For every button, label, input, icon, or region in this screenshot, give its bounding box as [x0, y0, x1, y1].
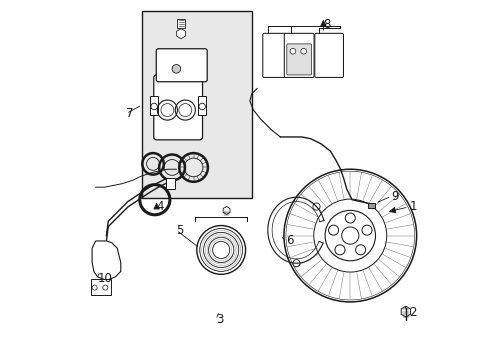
FancyBboxPatch shape	[156, 49, 207, 82]
Circle shape	[361, 225, 371, 235]
Text: 3: 3	[215, 313, 223, 327]
Circle shape	[196, 226, 245, 274]
Circle shape	[355, 245, 365, 255]
Bar	[149, 96, 158, 116]
Circle shape	[345, 213, 355, 223]
Text: 4: 4	[156, 201, 164, 213]
Text: 2: 2	[408, 306, 415, 319]
FancyBboxPatch shape	[314, 33, 343, 77]
Text: 9: 9	[391, 190, 398, 203]
Bar	[91, 279, 110, 295]
Bar	[177, 19, 184, 28]
Text: 6: 6	[285, 234, 293, 247]
Circle shape	[289, 48, 295, 54]
Text: 10: 10	[97, 272, 112, 285]
Circle shape	[300, 48, 306, 54]
Text: 8: 8	[323, 18, 330, 31]
Bar	[142, 12, 251, 198]
FancyBboxPatch shape	[286, 44, 311, 75]
Circle shape	[102, 285, 108, 290]
FancyBboxPatch shape	[262, 33, 286, 77]
FancyBboxPatch shape	[153, 75, 202, 140]
Text: 7: 7	[126, 107, 133, 120]
Polygon shape	[92, 241, 121, 280]
Bar	[165, 178, 174, 189]
Circle shape	[328, 225, 338, 235]
Text: 1: 1	[408, 201, 416, 213]
Circle shape	[334, 245, 344, 255]
Bar	[198, 96, 206, 116]
Circle shape	[92, 285, 97, 290]
Bar	[367, 203, 375, 208]
Circle shape	[172, 64, 180, 73]
Text: 5: 5	[176, 224, 183, 237]
FancyBboxPatch shape	[284, 33, 313, 77]
